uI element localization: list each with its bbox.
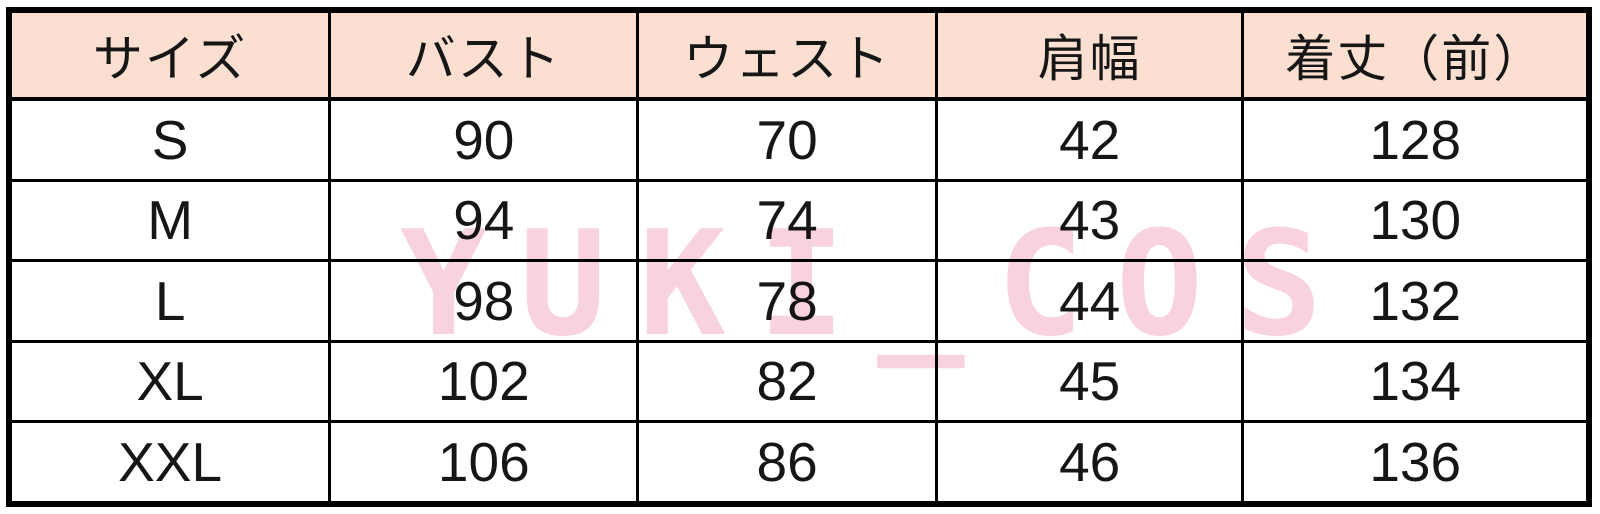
waist-cell: 78 xyxy=(636,259,938,343)
header-cell-bust: バスト xyxy=(328,8,640,101)
bust-cell: 98 xyxy=(328,259,640,343)
bust-cell: 90 xyxy=(328,97,640,182)
size-cell: M xyxy=(7,178,332,263)
header-cell-waist: ウェスト xyxy=(636,8,938,101)
header-cell-size: サイズ xyxy=(7,8,332,101)
length-cell: 134 xyxy=(1241,339,1591,424)
waist-cell: 74 xyxy=(636,178,938,263)
table-row-m: M 94 74 43 130 xyxy=(7,178,1591,263)
bust-cell: 106 xyxy=(328,420,640,506)
bust-cell: 94 xyxy=(328,178,640,263)
length-cell: 128 xyxy=(1241,97,1591,182)
shoulder-cell: 46 xyxy=(934,420,1245,506)
length-cell: 130 xyxy=(1241,178,1591,263)
table-row-s: S 90 70 42 128 xyxy=(7,97,1591,182)
shoulder-cell: 42 xyxy=(934,97,1245,182)
shoulder-cell: 43 xyxy=(934,178,1245,263)
size-cell: XXL xyxy=(7,420,332,506)
size-cell: S xyxy=(7,97,332,182)
table-row-xl: XL 102 82 45 134 xyxy=(7,339,1591,424)
size-chart-table: サイズ バスト ウェスト 肩幅 着丈（前） S 90 70 42 128 M 9… xyxy=(6,7,1592,507)
size-chart-header-row: サイズ バスト ウェスト 肩幅 着丈（前） xyxy=(7,8,1591,101)
table-row-xxl: XXL 106 86 46 136 xyxy=(7,420,1591,506)
shoulder-cell: 44 xyxy=(934,259,1245,343)
length-cell: 132 xyxy=(1241,259,1591,343)
shoulder-cell: 45 xyxy=(934,339,1245,424)
waist-cell: 86 xyxy=(636,420,938,506)
table-row-l: L 98 78 44 132 xyxy=(7,259,1591,343)
size-cell: L xyxy=(7,259,332,343)
size-cell: XL xyxy=(7,339,332,424)
length-cell: 136 xyxy=(1241,420,1591,506)
waist-cell: 82 xyxy=(636,339,938,424)
header-cell-shoulder: 肩幅 xyxy=(934,8,1245,101)
bust-cell: 102 xyxy=(328,339,640,424)
header-cell-length-front: 着丈（前） xyxy=(1241,8,1591,101)
waist-cell: 70 xyxy=(636,97,938,182)
